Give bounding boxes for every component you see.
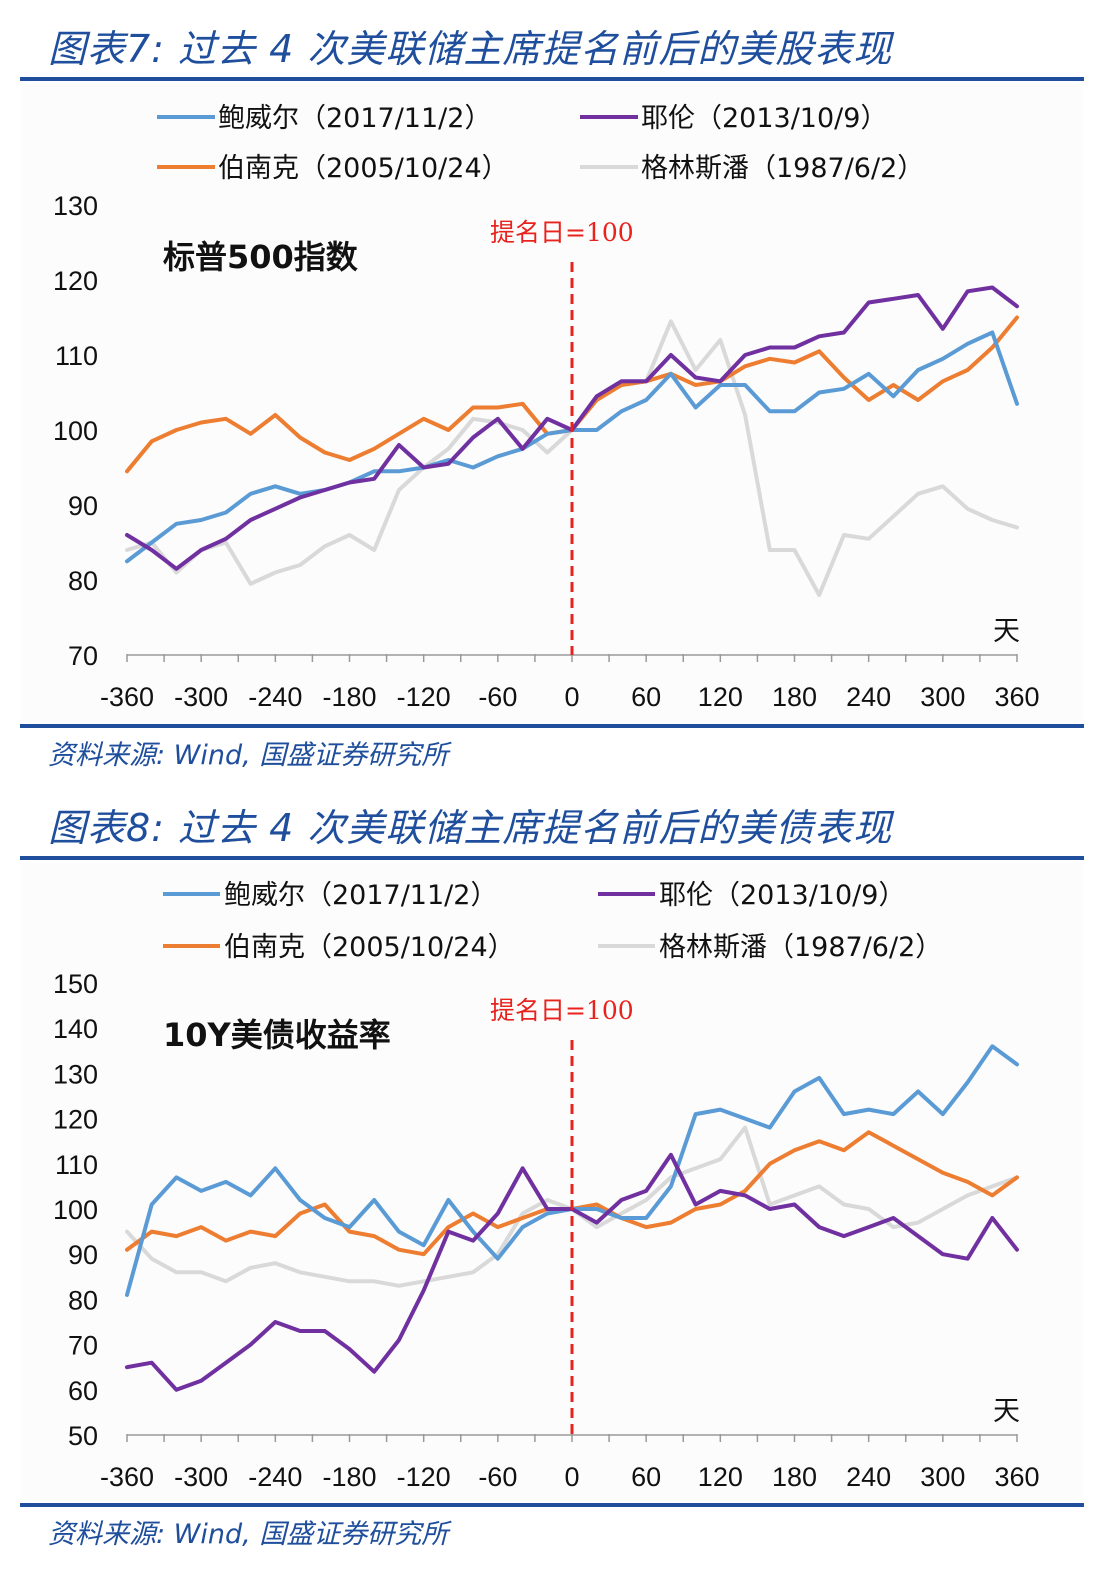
y-tick-label: 140	[53, 1014, 98, 1044]
figure-8-title: 图表8: 过去 4 次美联储主席提名前后的美债表现	[48, 806, 893, 850]
source-rule	[20, 1503, 1084, 1507]
legend-label-yellen: 耶伦（2013/10/9）	[641, 103, 887, 134]
source-rule	[20, 724, 1084, 728]
x-unit-label: 天	[993, 1396, 1020, 1427]
x-tick-label: -120	[397, 682, 451, 712]
x-tick-label: 0	[564, 682, 579, 712]
x-tick-label: 120	[698, 682, 743, 712]
y-tick-label: 100	[53, 416, 98, 446]
chart-inner-label: 标普500指数	[163, 238, 359, 276]
x-tick-label: 300	[920, 1462, 965, 1492]
title-rule	[20, 856, 1084, 860]
x-tick-label: -120	[397, 1462, 451, 1492]
x-unit-label: 天	[993, 616, 1020, 647]
x-tick-label: 60	[631, 682, 661, 712]
y-tick-label: 150	[53, 969, 98, 999]
y-tick-label: 120	[53, 1105, 98, 1135]
y-tick-label: 90	[68, 491, 98, 521]
legend-label-bernanke: 伯南克（2005/10/24）	[224, 932, 515, 963]
x-tick-label: 180	[772, 1462, 817, 1492]
y-tick-label: 70	[68, 641, 98, 671]
x-tick-label: -60	[478, 682, 517, 712]
x-tick-label: 180	[772, 682, 817, 712]
chart-panel	[22, 84, 1082, 722]
y-tick-label: 110	[55, 341, 98, 371]
x-tick-label: 360	[994, 1462, 1039, 1492]
x-tick-label: -60	[478, 1462, 517, 1492]
figure-7-title: 图表7: 过去 4 次美联储主席提名前后的美股表现	[48, 27, 893, 71]
x-tick-label: 240	[846, 682, 891, 712]
x-tick-label: 0	[564, 1462, 579, 1492]
y-tick-label: 80	[68, 566, 98, 596]
figure-8-source: 资料来源: Wind, 国盛证券研究所	[48, 1519, 449, 1550]
nomination-annotation: 提名日=100	[490, 218, 634, 247]
x-tick-label: 360	[994, 682, 1039, 712]
x-tick-label: -360	[100, 1462, 154, 1492]
y-tick-label: 120	[53, 266, 98, 296]
y-tick-label: 130	[53, 1059, 98, 1089]
y-tick-label: 90	[68, 1240, 98, 1270]
legend-label-greenspan: 格林斯潘（1987/6/2）	[641, 153, 924, 184]
chart-panel	[22, 863, 1082, 1501]
legend-label-yellen: 耶伦（2013/10/9）	[659, 880, 905, 911]
x-tick-label: 60	[631, 1462, 661, 1492]
y-tick-label: 60	[68, 1376, 98, 1406]
y-tick-label: 80	[68, 1285, 98, 1315]
nomination-annotation: 提名日=100	[490, 996, 634, 1025]
title-rule	[20, 77, 1084, 81]
x-tick-label: -300	[174, 1462, 228, 1492]
y-tick-label: 70	[68, 1331, 98, 1361]
x-tick-label: 120	[698, 1462, 743, 1492]
legend-label-powell: 鲍威尔（2017/11/2）	[218, 103, 491, 134]
chart-inner-label: 10Y美债收益率	[163, 1016, 391, 1054]
x-tick-label: -180	[322, 682, 376, 712]
y-tick-label: 110	[55, 1150, 98, 1180]
legend-label-greenspan: 格林斯潘（1987/6/2）	[659, 932, 942, 963]
legend-label-powell: 鲍威尔（2017/11/2）	[224, 880, 497, 911]
x-tick-label: -240	[248, 682, 302, 712]
y-tick-label: 100	[53, 1195, 98, 1225]
x-tick-label: -180	[322, 1462, 376, 1492]
legend-label-bernanke: 伯南克（2005/10/24）	[218, 153, 509, 184]
y-tick-label: 50	[68, 1421, 98, 1451]
x-tick-label: -300	[174, 682, 228, 712]
y-tick-label: 130	[53, 191, 98, 221]
x-tick-label: 240	[846, 1462, 891, 1492]
figure-7-source: 资料来源: Wind, 国盛证券研究所	[48, 740, 449, 771]
x-tick-label: -360	[100, 682, 154, 712]
x-tick-label: 300	[920, 682, 965, 712]
x-tick-label: -240	[248, 1462, 302, 1492]
